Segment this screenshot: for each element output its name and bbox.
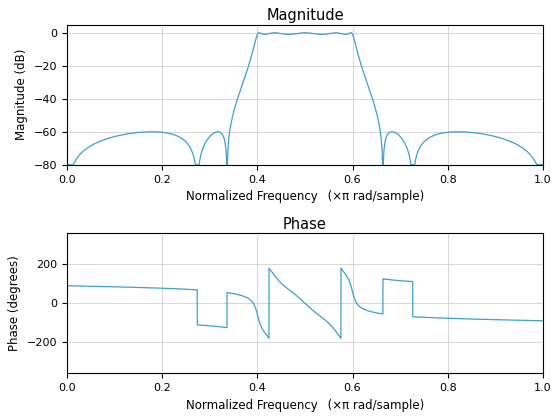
Title: Phase: Phase: [283, 217, 327, 232]
Title: Magnitude: Magnitude: [266, 8, 344, 24]
Y-axis label: Phase (degrees): Phase (degrees): [8, 255, 21, 351]
Y-axis label: Magnitude (dB): Magnitude (dB): [15, 49, 29, 140]
X-axis label: Normalized Frequency   (×π rad/sample): Normalized Frequency (×π rad/sample): [186, 399, 424, 412]
X-axis label: Normalized Frequency   (×π rad/sample): Normalized Frequency (×π rad/sample): [186, 190, 424, 203]
